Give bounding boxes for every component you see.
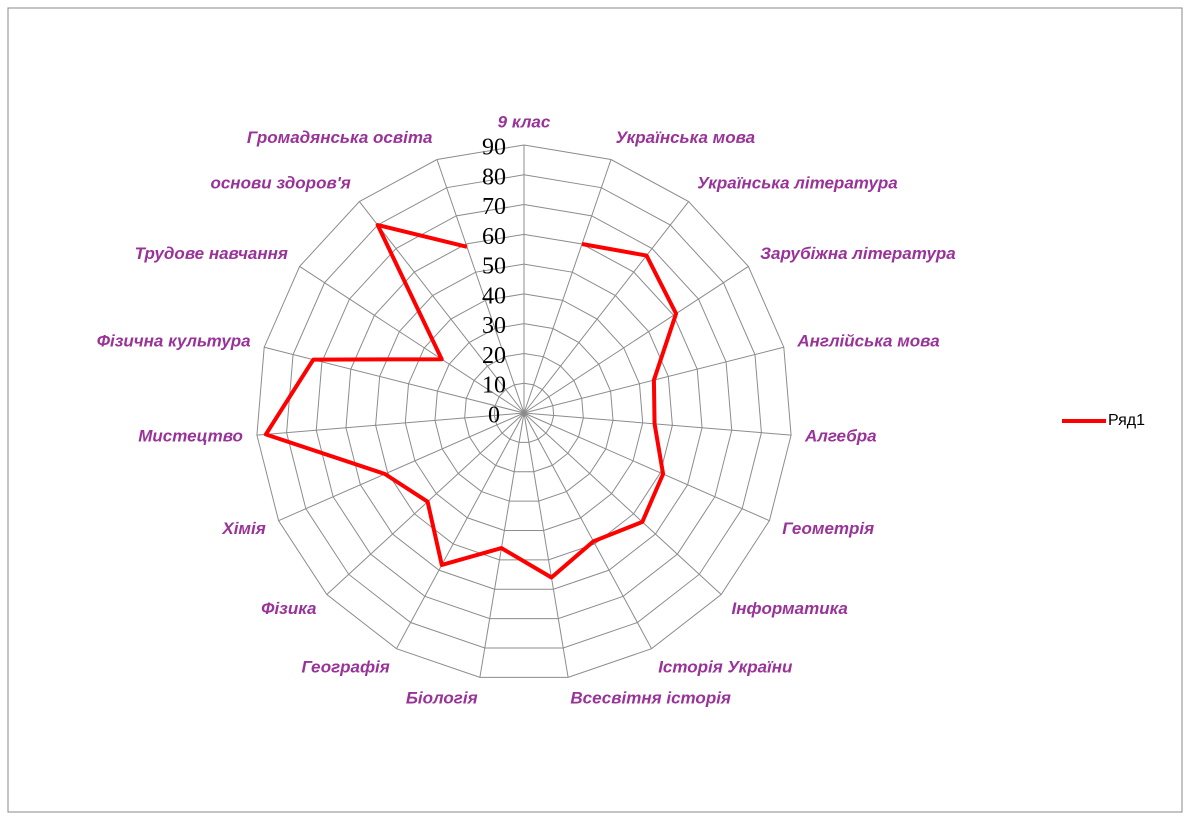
category-label: Географія <box>301 658 389 677</box>
spoke <box>264 346 525 414</box>
spoke <box>326 412 525 595</box>
category-label: Алгебра <box>804 426 877 445</box>
spoke <box>523 159 612 414</box>
series-line <box>263 223 679 580</box>
spoke <box>523 412 792 436</box>
category-label: 9 клас <box>498 112 551 131</box>
category-label: Біологія <box>406 689 478 708</box>
spoke <box>299 265 525 414</box>
category-label: Геометрія <box>782 519 874 538</box>
category-label: Громадянська освіта <box>247 128 433 147</box>
category-label: Українська література <box>697 174 898 193</box>
category-label: Фізична культура <box>97 331 251 350</box>
y-tick-label: 30 <box>482 313 506 339</box>
spoke <box>523 412 770 522</box>
spoke <box>523 412 652 649</box>
category-label: Зарубіжна література <box>760 244 956 263</box>
grid-ring <box>404 293 644 531</box>
spoke <box>358 201 525 414</box>
category-label: Мистецтво <box>138 426 243 445</box>
chart-border <box>7 7 1183 813</box>
y-tick-label: 40 <box>482 283 506 309</box>
spoke <box>278 412 525 522</box>
y-tick-label: 10 <box>482 373 506 399</box>
y-tick-label: 20 <box>482 343 506 369</box>
spoke <box>256 412 525 436</box>
category-label: Фізика <box>261 599 316 618</box>
y-tick-label: 0 <box>488 403 500 429</box>
grid-ring <box>286 174 762 649</box>
grid-ring <box>345 233 703 590</box>
category-label: Всесвітня історія <box>570 689 731 708</box>
grid-ring <box>434 323 614 502</box>
category-label: Історія України <box>658 658 793 677</box>
y-tick-label: 90 <box>482 135 506 161</box>
grid-ring <box>256 144 792 678</box>
spoke <box>523 412 722 595</box>
grid-ring <box>315 204 733 620</box>
category-label: Інформатика <box>731 599 847 618</box>
spoke <box>479 412 525 678</box>
category-label: Українська мова <box>616 128 756 147</box>
spoke <box>436 159 525 414</box>
spoke <box>396 412 525 649</box>
y-tick-label: 60 <box>482 224 506 250</box>
category-label: Англійська мова <box>796 331 939 350</box>
spoke <box>523 412 569 678</box>
grid-ring <box>464 352 584 473</box>
category-label: Трудове навчання <box>135 244 288 263</box>
category-label: Хімія <box>221 519 265 538</box>
category-label: основи здоров'я <box>210 174 350 193</box>
grid-ring <box>493 382 555 443</box>
spoke <box>523 265 749 414</box>
y-tick-label: 70 <box>482 194 506 220</box>
spoke <box>523 201 690 414</box>
legend-label: Ряд1 <box>1108 412 1145 429</box>
y-tick-label: 80 <box>482 164 506 190</box>
y-tick-label: 50 <box>482 254 506 280</box>
